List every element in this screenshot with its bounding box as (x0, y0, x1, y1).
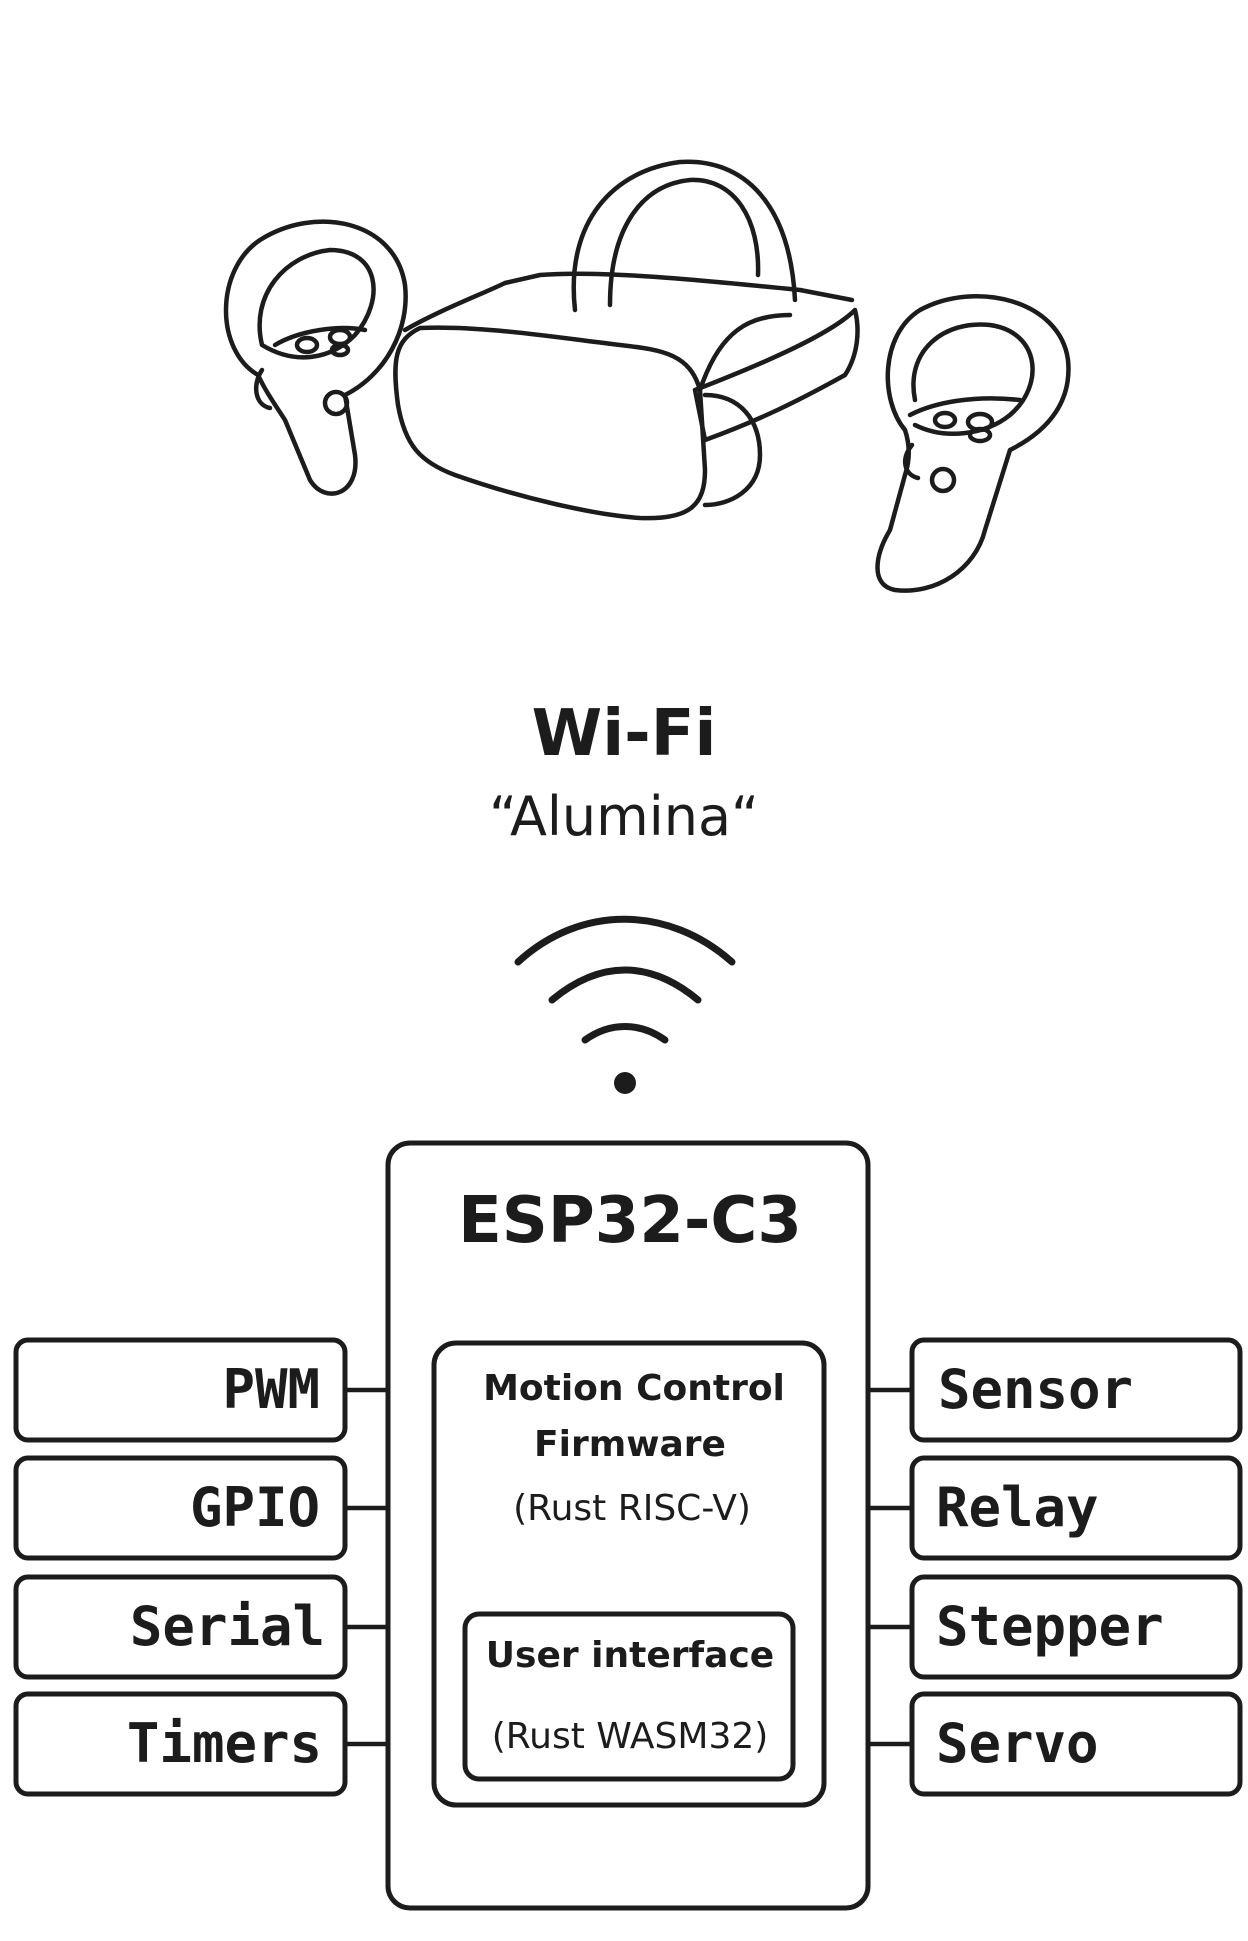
network-label: Wi-Fi (532, 697, 717, 771)
port-box (909, 1574, 1243, 1680)
port-box (13, 1691, 348, 1797)
firmware-title-line1: Motion Control (483, 1368, 785, 1409)
wifi-icon (514, 915, 736, 1094)
ui-subtitle: (Rust WASM32) (492, 1716, 769, 1757)
port-label-relay: Relay (936, 1476, 1099, 1539)
ui-box (462, 1611, 796, 1782)
port-box (909, 1337, 1243, 1443)
port-box (13, 1574, 348, 1680)
right-ports: Sensor Relay Stepper Servo (909, 1337, 1243, 1797)
firmware-title-line2: Firmware (534, 1424, 726, 1465)
port-label-servo: Servo (936, 1712, 1099, 1775)
network-ssid: “Alumina“ (489, 785, 759, 848)
port-box (13, 1337, 348, 1443)
firmware-subtitle: (Rust RISC-V) (513, 1488, 751, 1529)
vr-controller-right-icon (875, 294, 1071, 593)
port-box (909, 1455, 1243, 1561)
left-ports: PWM GPIO Serial Timers (13, 1337, 348, 1797)
port-label-serial: Serial (130, 1595, 325, 1658)
port-label-pwm: PWM (222, 1358, 320, 1421)
port-label-sensor: Sensor (938, 1358, 1133, 1421)
port-box (13, 1455, 348, 1561)
port-label-stepper: Stepper (936, 1595, 1164, 1658)
ui-title: User interface (486, 1635, 774, 1676)
vr-controller-left-icon (223, 219, 408, 496)
port-connectors (342, 1387, 915, 1747)
port-label-timers: Timers (127, 1712, 322, 1775)
port-label-gpio: GPIO (190, 1476, 320, 1539)
chip-block: ESP32-C3 Motion Control Firmware (Rust R… (385, 1140, 871, 1911)
vr-headset-icon (393, 159, 860, 521)
chip-title: ESP32-C3 (458, 1184, 802, 1258)
port-box (909, 1691, 1243, 1797)
